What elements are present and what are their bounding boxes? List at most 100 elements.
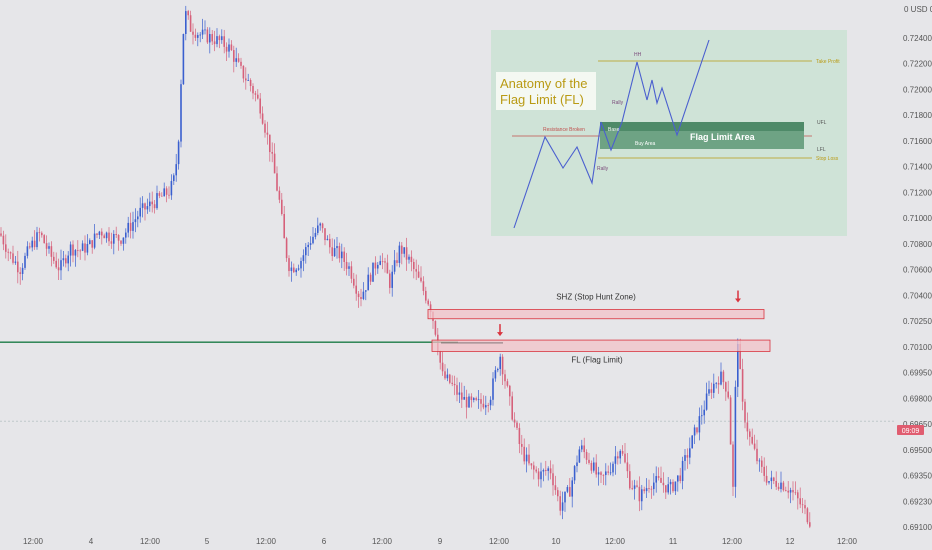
candle-body xyxy=(607,471,609,473)
candle-body xyxy=(74,250,77,256)
candle-body xyxy=(756,448,758,462)
x-tick-label: 11 xyxy=(669,537,678,546)
candle-body xyxy=(669,481,672,485)
candle-body xyxy=(173,175,175,182)
candle-body xyxy=(305,247,307,256)
candle-body xyxy=(765,475,768,483)
candle-body xyxy=(77,250,79,251)
candle-body xyxy=(223,36,225,47)
candle-body xyxy=(343,251,345,262)
candle-body xyxy=(782,482,785,491)
candle-body xyxy=(247,80,249,81)
candle-body xyxy=(137,216,139,220)
candle-body xyxy=(295,269,297,273)
inset-title-line1: Anatomy of the xyxy=(500,76,587,91)
candle-body xyxy=(151,201,153,205)
candle-body xyxy=(31,240,33,248)
candle-body xyxy=(650,488,653,490)
candle-body xyxy=(511,396,513,420)
candle-body xyxy=(60,260,62,271)
candle-body xyxy=(617,456,619,459)
candle-body xyxy=(710,389,713,393)
candle-body xyxy=(57,267,60,271)
svg-text:09:09: 09:09 xyxy=(902,428,920,435)
candle-body xyxy=(105,232,108,239)
candle-body xyxy=(355,285,357,294)
ufl-band xyxy=(600,122,804,131)
candle-body xyxy=(144,203,146,210)
candle-body xyxy=(672,481,674,492)
x-tick-label: 12 xyxy=(786,537,795,546)
candle-body xyxy=(391,271,393,288)
candle-body xyxy=(201,29,204,35)
candle-body xyxy=(590,462,593,471)
candle-body xyxy=(103,235,105,239)
candle-body xyxy=(763,466,765,476)
y-tick-label: 0.70250 xyxy=(903,317,932,326)
candle-body xyxy=(273,153,276,174)
candle-body xyxy=(559,496,561,511)
rally-top-label: Rally xyxy=(612,100,624,106)
candle-body xyxy=(775,480,777,487)
candle-body xyxy=(722,371,725,383)
hh-label: HH xyxy=(634,52,642,58)
candle-body xyxy=(266,132,269,135)
y-tick-label: 0.71200 xyxy=(903,188,932,197)
candle-body xyxy=(749,431,751,437)
candle-body xyxy=(753,443,756,449)
candle-body xyxy=(288,258,290,272)
candle-body xyxy=(458,392,461,395)
y-tick-label: 0.69650 xyxy=(903,420,932,429)
inset-title-line2: Flag Limit (FL) xyxy=(500,92,584,107)
candle-body xyxy=(621,450,624,454)
candle-body xyxy=(389,273,391,288)
candle-body xyxy=(530,463,533,466)
candle-body xyxy=(480,399,482,404)
candle-body xyxy=(746,422,749,432)
candle-body xyxy=(398,245,401,263)
candle-body xyxy=(487,405,489,406)
candle-body xyxy=(799,498,801,505)
candle-body xyxy=(804,505,806,509)
y-tick-label: 0.71600 xyxy=(903,137,932,146)
candle-body xyxy=(197,35,199,38)
candle-body xyxy=(233,50,235,62)
y-tick-label: 0.69100 xyxy=(903,523,932,532)
candle-body xyxy=(189,15,192,32)
candle-body xyxy=(571,480,573,497)
candle-body xyxy=(727,391,729,398)
candle-body xyxy=(50,246,53,257)
candle-body xyxy=(405,247,408,260)
candle-body xyxy=(269,134,271,153)
candle-body xyxy=(204,29,206,31)
candle-body xyxy=(427,300,429,305)
candle-body xyxy=(122,237,125,244)
candle-body xyxy=(792,490,794,493)
candle-body xyxy=(773,477,775,481)
candle-body xyxy=(667,484,669,493)
candle-body xyxy=(686,455,689,458)
candle-body xyxy=(638,486,641,502)
candle-body xyxy=(645,488,648,492)
candle-body xyxy=(681,460,684,482)
candle-body xyxy=(741,369,744,402)
candle-body xyxy=(249,80,252,86)
candle-body xyxy=(629,471,631,489)
candle-body xyxy=(705,393,708,410)
candle-body xyxy=(45,243,48,249)
candle-body xyxy=(326,238,329,241)
candle-body xyxy=(331,247,333,257)
candle-body xyxy=(429,304,432,313)
candle-body xyxy=(216,36,218,45)
candle-body xyxy=(684,455,686,461)
candle-body xyxy=(245,78,247,81)
candle-body xyxy=(797,492,799,499)
candle-body xyxy=(691,435,693,449)
candle-body xyxy=(26,246,29,256)
candle-body xyxy=(199,34,201,36)
candle-body xyxy=(24,255,26,268)
candle-body xyxy=(698,416,701,433)
candle-body xyxy=(643,489,645,492)
